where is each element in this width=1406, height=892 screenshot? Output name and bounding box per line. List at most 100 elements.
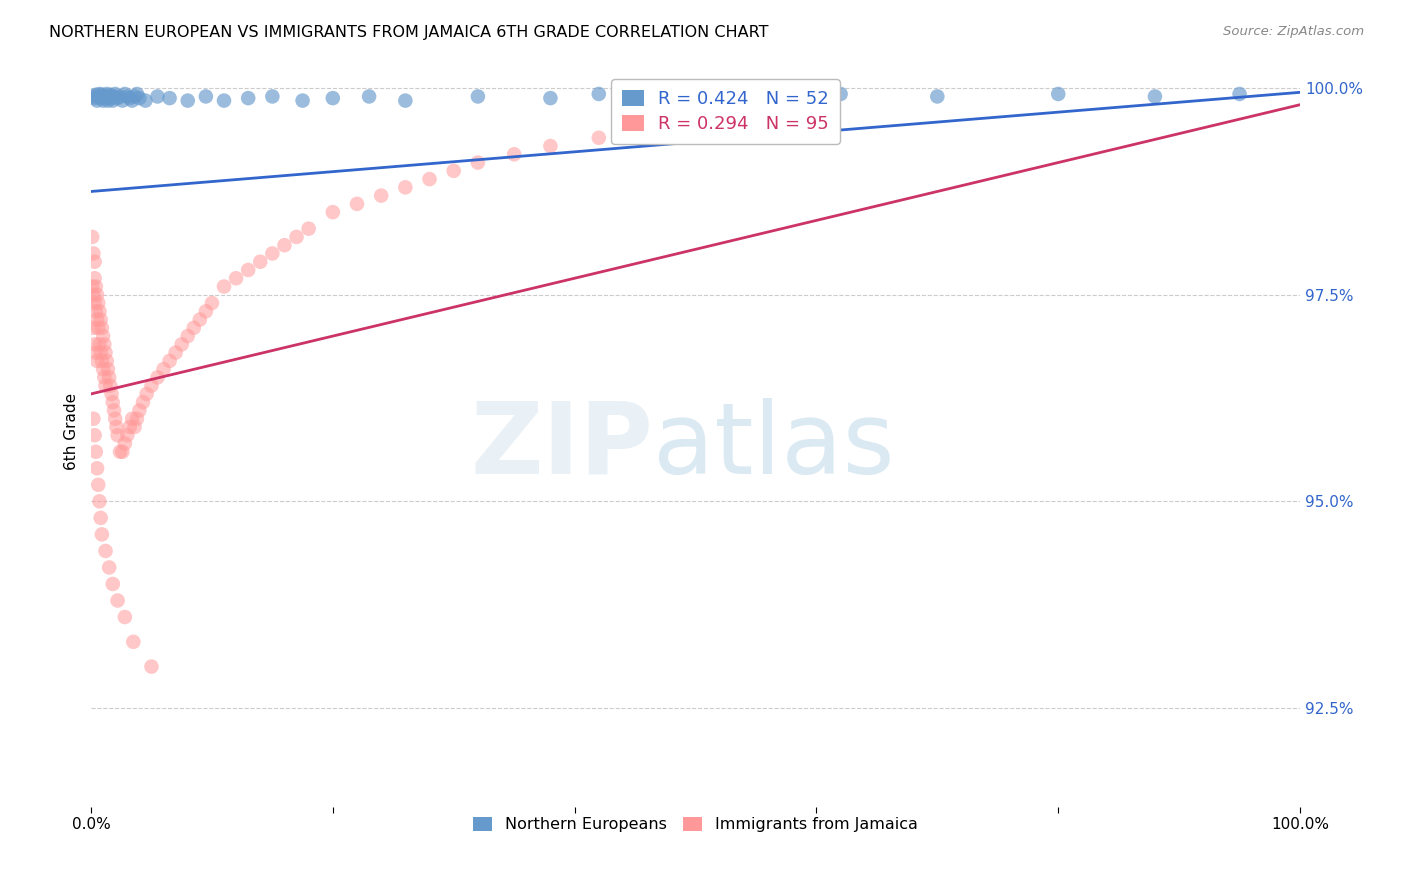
Point	[322, 91, 344, 105]
Point	[636, 122, 658, 136]
Point	[87, 478, 110, 492]
Point	[89, 304, 111, 318]
Point	[86, 287, 108, 301]
Point	[128, 403, 150, 417]
Point	[830, 87, 852, 101]
Point	[780, 97, 803, 112]
Point	[346, 197, 368, 211]
Point	[114, 87, 136, 101]
Point	[118, 91, 141, 105]
Point	[105, 420, 128, 434]
Point	[96, 87, 118, 101]
Point	[132, 395, 155, 409]
Point	[96, 354, 118, 368]
Point	[1047, 87, 1070, 101]
Point	[90, 321, 112, 335]
Point	[104, 411, 127, 425]
Point	[212, 279, 235, 293]
Point	[370, 188, 392, 202]
Point	[745, 89, 768, 103]
Point	[101, 395, 124, 409]
Point	[111, 444, 134, 458]
Point	[135, 387, 157, 401]
Point	[82, 321, 104, 335]
Point	[273, 238, 295, 252]
Point	[98, 370, 121, 384]
Point	[238, 91, 260, 105]
Point	[97, 94, 120, 108]
Point	[82, 230, 104, 244]
Point	[83, 91, 105, 105]
Point	[146, 370, 169, 384]
Point	[225, 271, 247, 285]
Point	[86, 94, 108, 108]
Point	[93, 337, 115, 351]
Point	[394, 94, 416, 108]
Point	[86, 312, 108, 326]
Point	[87, 296, 110, 310]
Point	[103, 89, 125, 103]
Point	[89, 337, 111, 351]
Point	[83, 271, 105, 285]
Point	[111, 94, 134, 108]
Point	[83, 254, 105, 268]
Text: NORTHERN EUROPEAN VS IMMIGRANTS FROM JAMAICA 6TH GRADE CORRELATION CHART: NORTHERN EUROPEAN VS IMMIGRANTS FROM JAM…	[49, 25, 769, 40]
Legend: Northern Europeans, Immigrants from Jamaica: Northern Europeans, Immigrants from Jama…	[465, 809, 925, 840]
Point	[82, 246, 104, 260]
Point	[84, 304, 107, 318]
Point	[141, 378, 163, 392]
Point	[87, 321, 110, 335]
Point	[104, 87, 127, 101]
Point	[124, 89, 146, 103]
Point	[94, 378, 117, 392]
Point	[90, 527, 112, 541]
Point	[100, 91, 122, 105]
Point	[117, 89, 139, 103]
Point	[98, 560, 121, 574]
Point	[159, 91, 181, 105]
Point	[394, 180, 416, 194]
Point	[141, 659, 163, 673]
Point	[291, 94, 314, 108]
Point	[588, 87, 610, 101]
Point	[1229, 87, 1251, 101]
Point	[83, 428, 105, 442]
Point	[121, 411, 143, 425]
Point	[170, 337, 193, 351]
Point	[101, 577, 124, 591]
Point	[82, 411, 104, 425]
Text: Source: ZipAtlas.com: Source: ZipAtlas.com	[1223, 25, 1364, 38]
Point	[443, 164, 465, 178]
Point	[84, 444, 107, 458]
Point	[91, 362, 114, 376]
Point	[177, 329, 200, 343]
Point	[90, 354, 112, 368]
Point	[124, 420, 146, 434]
Point	[238, 263, 260, 277]
Point	[114, 610, 136, 624]
Point	[93, 370, 115, 384]
Point	[125, 411, 148, 425]
Point	[108, 89, 131, 103]
Point	[86, 354, 108, 368]
Point	[188, 312, 211, 326]
Point	[91, 94, 114, 108]
Point	[183, 321, 205, 335]
Point	[118, 420, 141, 434]
Point	[262, 89, 284, 103]
Point	[1143, 89, 1166, 103]
Point	[90, 87, 112, 102]
Point	[93, 89, 115, 103]
Point	[84, 345, 107, 359]
Point	[194, 89, 217, 103]
Point	[98, 89, 121, 103]
Point	[84, 279, 107, 293]
Point	[83, 296, 105, 310]
Point	[298, 221, 321, 235]
Point	[90, 91, 112, 105]
Point	[90, 312, 112, 326]
Point	[100, 387, 122, 401]
Point	[359, 89, 381, 103]
Point	[103, 403, 125, 417]
Point	[285, 230, 308, 244]
